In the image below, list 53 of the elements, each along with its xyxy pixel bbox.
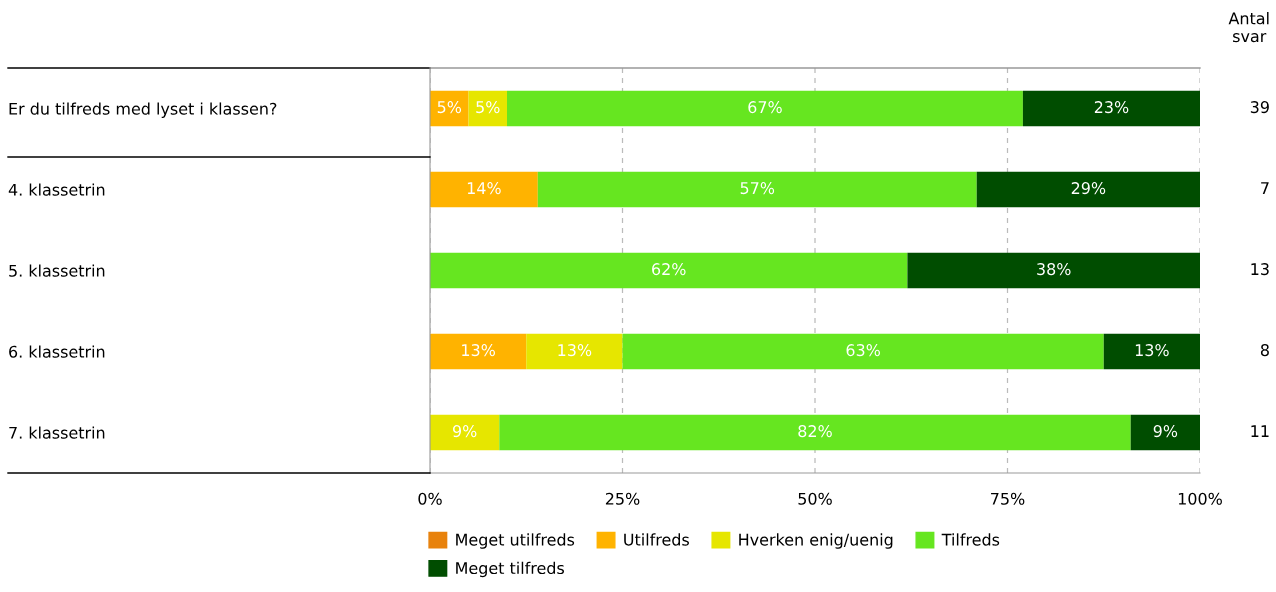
data-label: 63% — [846, 344, 880, 357]
legend-label: Utilfreds — [624, 533, 689, 546]
data-label: 62% — [652, 263, 686, 276]
legend-label: Tilfreds — [941, 533, 1000, 546]
data-label: 38% — [1037, 263, 1071, 276]
y-tick-label: 4. klassetrin — [8, 183, 105, 196]
bar — [430, 414, 500, 451]
bar — [976, 171, 1200, 208]
text: Antal svar — [1228, 12, 1269, 43]
bar — [430, 333, 527, 370]
bar — [526, 333, 623, 370]
text: 8 — [1260, 344, 1269, 357]
x-tick-label: 100% — [1178, 492, 1222, 505]
data-label: 82% — [798, 425, 832, 438]
bar — [507, 90, 1023, 127]
y-tick-label: 5. klassetrin — [9, 264, 105, 277]
bar — [468, 90, 507, 127]
bar — [430, 171, 538, 208]
bar — [430, 90, 469, 127]
x-tick-label: 75% — [991, 492, 1025, 505]
text: 13 — [1251, 263, 1269, 276]
legend-label: Meget utilfreds — [456, 533, 575, 549]
data-label: 5% — [476, 101, 500, 114]
bar — [622, 333, 1104, 370]
data-label: 14% — [467, 182, 501, 195]
bar — [499, 414, 1131, 451]
x-tick-label: 0% — [418, 492, 442, 505]
data-label: 23% — [1094, 101, 1129, 114]
x-tick-label: 25% — [605, 492, 640, 505]
x-tick-label: 50% — [798, 492, 832, 505]
bar — [907, 252, 1200, 289]
data-label: 67% — [748, 101, 782, 114]
text: 39 — [1250, 101, 1269, 114]
y-tick-label: 6. klassetrin — [9, 345, 105, 358]
data-label: 57% — [740, 182, 775, 195]
bar — [537, 171, 977, 208]
data-label: 13% — [558, 344, 592, 357]
text: 11 — [1251, 425, 1269, 437]
data-label: 29% — [1071, 182, 1106, 195]
data-label: 13% — [462, 344, 495, 357]
data-label: 9% — [452, 425, 477, 438]
legend-label: Hverken enig/uenig — [739, 533, 893, 549]
bar — [1130, 414, 1200, 451]
bar — [430, 252, 908, 289]
text: 7 — [1261, 182, 1269, 194]
y-tick-label: 7. klassetrin — [9, 426, 105, 439]
legend-label: Meget tilfreds — [456, 561, 565, 578]
data-label: 13% — [1135, 344, 1169, 357]
data-label: 5% — [437, 101, 462, 114]
bar — [1103, 333, 1200, 370]
y-tick-label: Er du tilfreds med lyset i klassen? — [9, 102, 277, 118]
data-label: 9% — [1153, 425, 1178, 438]
bar — [1022, 90, 1200, 127]
